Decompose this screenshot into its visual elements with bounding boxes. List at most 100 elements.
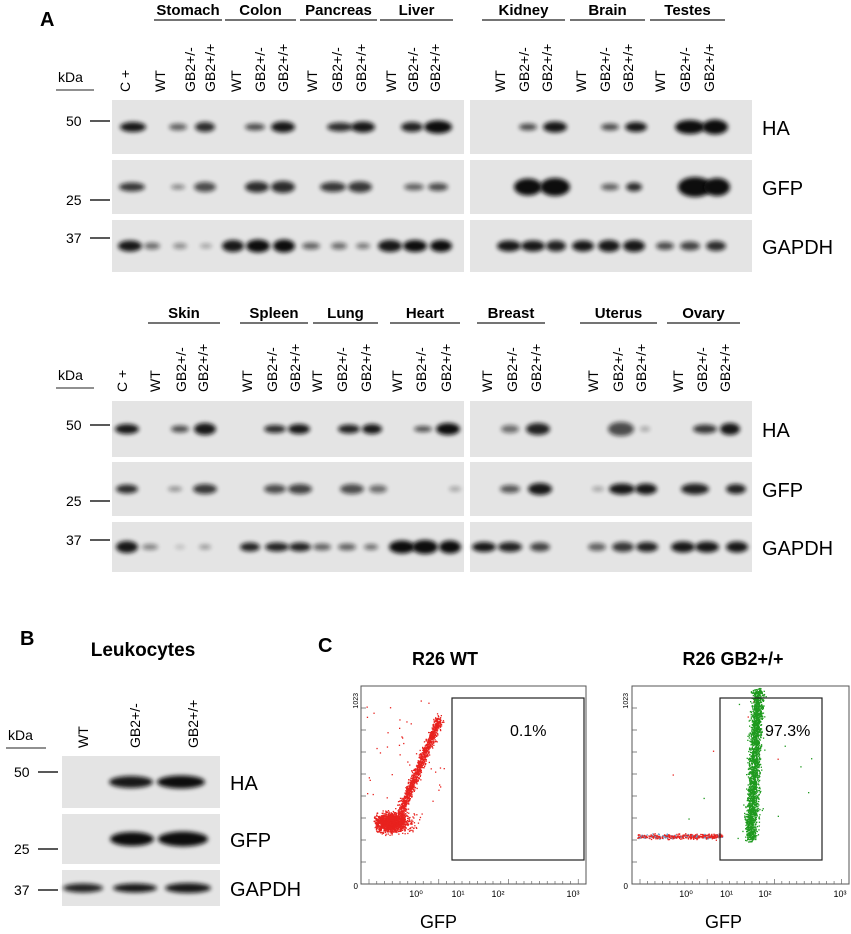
event (428, 748, 430, 750)
top-gapdh-band-19 (656, 242, 674, 250)
bottom-gapdh-band-8 (338, 543, 356, 551)
event (761, 695, 764, 697)
event (386, 822, 388, 825)
bottom-header-spleen: Spleen (249, 305, 298, 322)
event (704, 835, 706, 837)
event (811, 758, 813, 760)
event (386, 811, 388, 813)
event (754, 762, 757, 764)
event (374, 815, 376, 818)
event (761, 745, 763, 747)
event (758, 753, 760, 755)
event (389, 829, 391, 831)
event (753, 698, 755, 700)
event (642, 836, 644, 838)
event (752, 708, 754, 710)
event (390, 828, 392, 830)
event (747, 793, 749, 795)
event (407, 782, 409, 785)
event (670, 835, 672, 837)
event (412, 827, 415, 829)
event (754, 724, 756, 726)
event (424, 755, 426, 757)
event (685, 834, 687, 836)
event (716, 836, 718, 838)
event (755, 741, 757, 743)
event (754, 768, 756, 770)
event (755, 709, 757, 711)
event (434, 728, 436, 731)
event (410, 723, 412, 725)
event (755, 745, 757, 747)
event (689, 836, 691, 838)
event (754, 726, 757, 728)
event (755, 836, 757, 838)
event (426, 742, 429, 744)
top-gapdh-band-15 (546, 240, 566, 252)
bottom-gfp-band-7 (449, 486, 461, 492)
event (433, 724, 435, 726)
event (392, 831, 394, 833)
event (700, 836, 703, 838)
event (685, 837, 687, 839)
event (438, 726, 440, 728)
event (376, 821, 378, 824)
event (431, 741, 433, 743)
event (428, 761, 430, 764)
event (759, 708, 762, 710)
event (394, 823, 396, 825)
event (402, 801, 405, 803)
event (420, 766, 423, 768)
event (752, 732, 754, 734)
event (378, 824, 380, 826)
event (749, 841, 751, 843)
event (763, 694, 765, 697)
event (747, 810, 750, 812)
bottom-lane-6-2: GB2+/+ (717, 344, 733, 392)
event (397, 812, 399, 814)
event (431, 738, 433, 740)
event (392, 817, 395, 819)
event (436, 725, 438, 727)
event (757, 747, 759, 749)
event (666, 834, 668, 836)
event (748, 806, 750, 808)
event (409, 798, 411, 800)
b-gfp-label: GFP (230, 830, 271, 852)
event (415, 769, 417, 771)
event (423, 756, 425, 758)
event (434, 730, 436, 732)
event (388, 821, 390, 823)
event (432, 747, 434, 749)
event (748, 818, 751, 820)
event (402, 829, 404, 831)
event (687, 837, 690, 839)
event (386, 819, 388, 821)
event (381, 833, 383, 835)
top-gapdh-band-8 (331, 242, 347, 250)
event (410, 791, 413, 794)
event (404, 816, 406, 818)
event (433, 726, 435, 728)
event (436, 718, 438, 720)
event (380, 823, 382, 825)
event (424, 754, 427, 756)
event (382, 814, 384, 816)
event (408, 788, 411, 790)
event (758, 722, 760, 725)
top-gfp-band-14 (704, 178, 730, 196)
bottom-gapdh-band-13 (472, 542, 496, 552)
event (432, 730, 434, 732)
event (387, 825, 389, 827)
flow-plot-title-1: R26 GB2+/+ (682, 649, 783, 669)
event (424, 765, 426, 767)
event (396, 821, 398, 823)
event (756, 758, 758, 760)
event (437, 733, 439, 735)
event (403, 798, 405, 800)
event (439, 723, 441, 725)
event (407, 801, 410, 803)
event (756, 830, 758, 833)
event (410, 778, 413, 780)
event (395, 826, 398, 828)
